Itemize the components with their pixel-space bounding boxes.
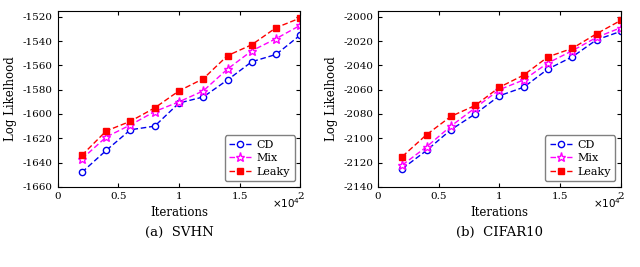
Leaky — [248, 43, 255, 46]
Leaky — [200, 77, 207, 80]
CD — [175, 101, 183, 105]
Mix — [127, 123, 134, 127]
Leaky — [593, 32, 600, 35]
Mix — [78, 157, 86, 160]
Leaky — [568, 47, 576, 50]
CD — [78, 171, 86, 174]
CD — [617, 30, 625, 33]
Line: Leaky: Leaky — [399, 18, 623, 159]
Leaky — [423, 133, 431, 136]
Mix — [248, 49, 255, 52]
Legend: CD, Mix, Leaky: CD, Mix, Leaky — [225, 135, 295, 181]
CD — [248, 60, 255, 63]
CD — [495, 94, 503, 97]
Line: CD: CD — [399, 28, 624, 172]
Line: Mix: Mix — [398, 23, 625, 170]
Mix — [272, 37, 280, 40]
Mix — [151, 110, 159, 113]
Leaky — [471, 104, 479, 107]
CD — [593, 38, 600, 41]
Text: $\times10^4$: $\times10^4$ — [593, 197, 621, 210]
Leaky — [175, 89, 183, 92]
Line: CD: CD — [79, 32, 303, 175]
CD — [127, 128, 134, 131]
Leaky — [127, 120, 134, 123]
Mix — [399, 163, 406, 167]
CD — [296, 33, 304, 37]
CD — [224, 78, 232, 81]
CD — [447, 128, 454, 131]
Mix — [296, 24, 304, 27]
CD — [544, 67, 552, 70]
Y-axis label: Log Likelhood: Log Likelhood — [4, 56, 17, 141]
CD — [200, 95, 207, 99]
Mix — [568, 49, 576, 52]
Mix — [471, 106, 479, 109]
CD — [102, 149, 110, 152]
Line: Mix: Mix — [77, 21, 305, 163]
CD — [568, 55, 576, 58]
Leaky — [78, 154, 86, 157]
CD — [520, 86, 527, 89]
Mix — [200, 89, 207, 92]
Leaky — [520, 73, 527, 77]
Title: (b)  CIFAR10: (b) CIFAR10 — [456, 226, 543, 239]
Leaky — [296, 16, 304, 19]
Mix — [520, 78, 527, 81]
Mix — [495, 88, 503, 91]
Mix — [224, 67, 232, 70]
Leaky — [151, 106, 159, 109]
Mix — [544, 61, 552, 65]
Mix — [447, 124, 454, 128]
Mix — [423, 145, 431, 148]
Line: Leaky: Leaky — [79, 15, 303, 158]
Leaky — [447, 115, 454, 118]
Text: $\times10^4$: $\times10^4$ — [272, 197, 300, 210]
CD — [272, 53, 280, 56]
Leaky — [617, 19, 625, 22]
Leaky — [102, 129, 110, 133]
Leaky — [272, 26, 280, 29]
Mix — [175, 100, 183, 103]
CD — [423, 149, 431, 152]
CD — [151, 124, 159, 128]
Mix — [617, 26, 625, 29]
X-axis label: Iterations: Iterations — [470, 206, 529, 219]
Y-axis label: Log Likelhood: Log Likelhood — [324, 56, 338, 141]
Leaky — [399, 155, 406, 158]
Title: (a)  SVHN: (a) SVHN — [145, 226, 213, 239]
X-axis label: Iterations: Iterations — [150, 206, 208, 219]
Leaky — [544, 55, 552, 58]
Mix — [102, 135, 110, 139]
Leaky — [224, 54, 232, 57]
Mix — [593, 36, 600, 39]
CD — [471, 112, 479, 116]
Leaky — [495, 86, 503, 89]
CD — [399, 167, 406, 170]
Legend: CD, Mix, Leaky: CD, Mix, Leaky — [545, 135, 615, 181]
